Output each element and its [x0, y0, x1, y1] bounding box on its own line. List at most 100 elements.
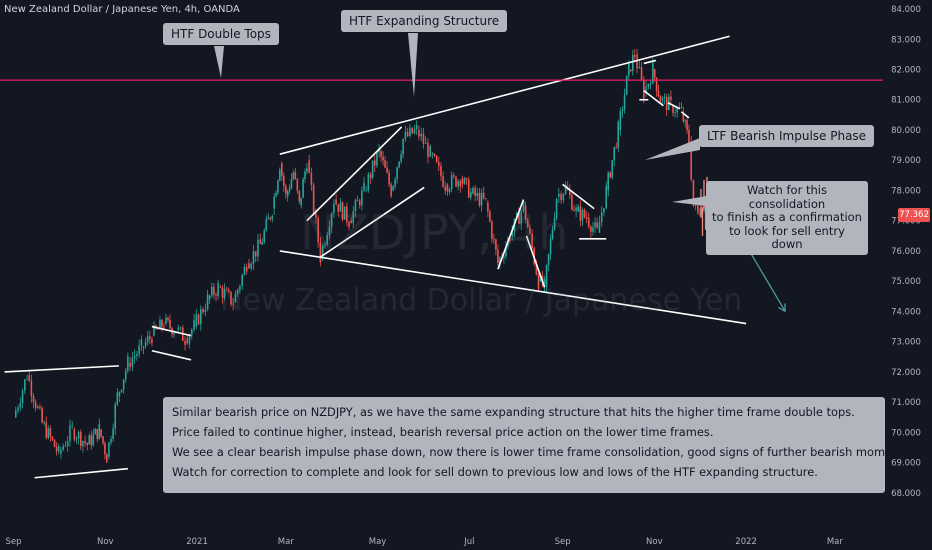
- candle-body: [352, 211, 355, 224]
- candle-body: [157, 328, 159, 330]
- candle-body: [592, 227, 594, 232]
- candle-body: [694, 204, 697, 206]
- candle-body: [230, 291, 232, 305]
- candle-body: [100, 429, 102, 437]
- candle-body: [562, 193, 565, 201]
- htf-expanding-structure-callout[interactable]: HTF Expanding Structure: [341, 10, 508, 32]
- candle-body: [112, 428, 114, 439]
- candle-body: [499, 257, 501, 264]
- annotation-pointers: [214, 33, 707, 206]
- candle-body: [467, 179, 470, 198]
- candle-body: [520, 211, 523, 224]
- candle-body: [206, 294, 209, 310]
- candle-body: [243, 266, 246, 275]
- candle-body: [108, 442, 110, 457]
- candle-body: [617, 122, 620, 148]
- candle-body: [267, 217, 270, 220]
- candle-body: [60, 449, 62, 454]
- candle-body: [144, 341, 147, 347]
- candle-body: [257, 239, 259, 257]
- candle-body: [547, 254, 550, 266]
- candle-body: [476, 193, 479, 196]
- expanding-structure-pointer: [408, 33, 418, 97]
- candle-body: [17, 407, 19, 411]
- candle-body: [522, 201, 525, 212]
- candle-body: [470, 192, 472, 198]
- candle-body: [236, 289, 239, 294]
- candle-body: [418, 129, 420, 137]
- impulse-pointer: [645, 138, 700, 160]
- candle-body: [223, 289, 226, 298]
- candle-body: [252, 251, 255, 264]
- time-tick-label: Nov: [97, 537, 114, 547]
- candle-body: [413, 129, 416, 134]
- candle-body: [431, 153, 434, 155]
- candle-body: [511, 231, 514, 236]
- ltf-bearish-impulse-callout[interactable]: LTF Bearish Impulse Phase: [699, 125, 875, 147]
- candle-body: [346, 206, 348, 223]
- candle-body: [116, 392, 119, 405]
- candle-body: [509, 238, 511, 242]
- candle-body: [625, 75, 628, 95]
- candle-body: [348, 222, 350, 228]
- note-line-1: Similar bearish price on NZDJPY, as we h…: [172, 405, 855, 419]
- candle-body: [98, 423, 101, 439]
- candle-body: [26, 379, 28, 381]
- candle-body: [369, 174, 372, 178]
- candle-body: [328, 226, 331, 236]
- candle-body: [228, 289, 230, 292]
- trendline: [667, 102, 681, 110]
- candle-body: [529, 227, 531, 234]
- candle-body: [129, 362, 131, 367]
- candle-body: [603, 208, 605, 213]
- candle-body: [380, 151, 382, 157]
- candle-body: [213, 286, 215, 295]
- htf-double-tops-callout[interactable]: HTF Double Tops: [163, 23, 279, 45]
- note-line-4: Watch for correction to complete and loo…: [172, 465, 818, 479]
- trendline: [151, 325, 192, 337]
- candle-body: [411, 127, 413, 134]
- candle-body: [265, 219, 268, 231]
- candle-body: [690, 142, 693, 180]
- candle-body: [396, 167, 398, 179]
- candle-body: [585, 217, 588, 219]
- candle-body: [438, 162, 440, 166]
- candle-body: [296, 178, 299, 191]
- candle-body: [645, 86, 647, 94]
- candle-body: [57, 445, 60, 452]
- candle-body: [600, 212, 603, 223]
- candle-body: [47, 428, 50, 438]
- candle-body: [605, 185, 608, 209]
- candle-body: [190, 329, 193, 336]
- candle-body: [177, 327, 180, 330]
- candle-body: [649, 83, 652, 85]
- candle-body: [294, 172, 297, 179]
- candle-body: [480, 192, 483, 206]
- candle-body: [653, 69, 656, 78]
- candle-body: [358, 200, 361, 206]
- trendline: [643, 59, 657, 65]
- watch-line-2: to finish as a confirmation: [712, 210, 862, 224]
- analysis-note-box[interactable]: Similar bearish price on NZDJPY, as we h…: [163, 397, 926, 493]
- candle-body: [106, 454, 108, 463]
- candle-body: [382, 156, 384, 161]
- trendline: [151, 349, 192, 361]
- candle-body: [317, 217, 319, 243]
- watch-line-3: to look for sell entry down: [729, 223, 845, 251]
- candle-body: [234, 293, 237, 303]
- candle-body: [415, 125, 418, 130]
- price-tick-label: 71.000: [891, 398, 921, 408]
- watch-consolidation-callout[interactable]: Watch for this consolidation to finish a…: [706, 181, 868, 255]
- candle-body: [208, 295, 211, 300]
- trendline: [680, 111, 690, 119]
- candle-body: [283, 175, 285, 187]
- candle-body: [367, 174, 370, 191]
- candle-body: [682, 111, 685, 122]
- candle-body: [427, 142, 429, 157]
- candle-body: [142, 346, 145, 348]
- price-axis: 68.000 69.000 70.000 71.000 72.000 73.000 74.0…: [891, 5, 921, 499]
- candle-body: [286, 191, 289, 197]
- time-tick-label: 2021: [186, 537, 208, 547]
- price-tick-label: 78.000: [891, 186, 921, 196]
